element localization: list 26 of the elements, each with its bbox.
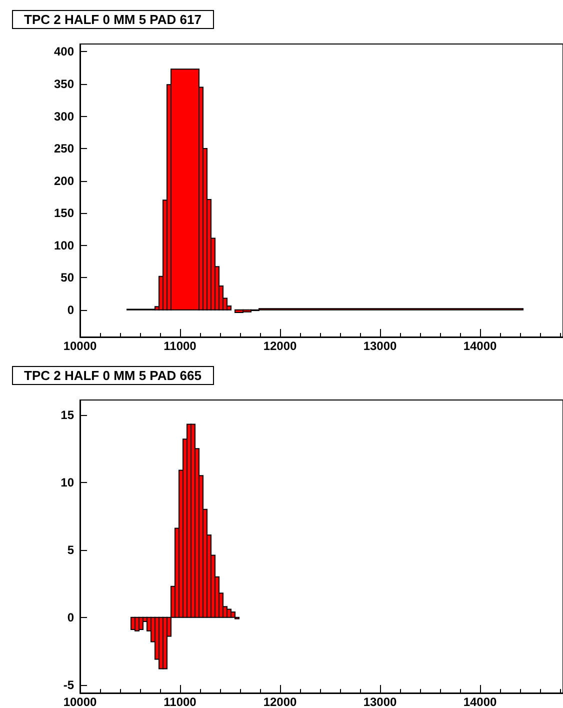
y-tick-label: 350: [54, 77, 74, 92]
x-tick-label: 12000: [263, 695, 298, 708]
y-tick-label: 250: [54, 142, 74, 156]
chart-title: TPC 2 HALF 0 MM 5 PAD 617: [24, 12, 202, 27]
x-tick-label: 14000: [463, 339, 498, 353]
y-tick-label: 50: [60, 270, 74, 285]
x-tick-label: 10000: [63, 339, 98, 353]
y-tick-label: 0: [67, 302, 74, 317]
y-tick-label: 300: [54, 109, 74, 124]
y-tick-label: 100: [54, 238, 74, 252]
x-tick-label: 13000: [363, 695, 398, 708]
y-tick-label: 0: [67, 610, 74, 624]
x-tick-label: 12000: [263, 339, 298, 353]
x-tick-label: 11000: [164, 695, 197, 708]
y-tick-label: 400: [54, 44, 74, 59]
y-tick-label: 15: [60, 408, 74, 422]
y-tick-label: 5: [67, 542, 74, 557]
y-tick-label: -5: [63, 678, 74, 692]
y-tick-label: 10: [60, 475, 74, 490]
x-tick-label: 11000: [164, 339, 197, 353]
x-tick-label: 13000: [363, 339, 398, 353]
x-tick-label: 10000: [63, 695, 98, 708]
x-tick-label: 14000: [463, 695, 498, 708]
y-tick-label: 150: [54, 206, 74, 220]
y-tick-label: 200: [54, 174, 74, 188]
chart-title: TPC 2 HALF 0 MM 5 PAD 665: [24, 368, 202, 383]
